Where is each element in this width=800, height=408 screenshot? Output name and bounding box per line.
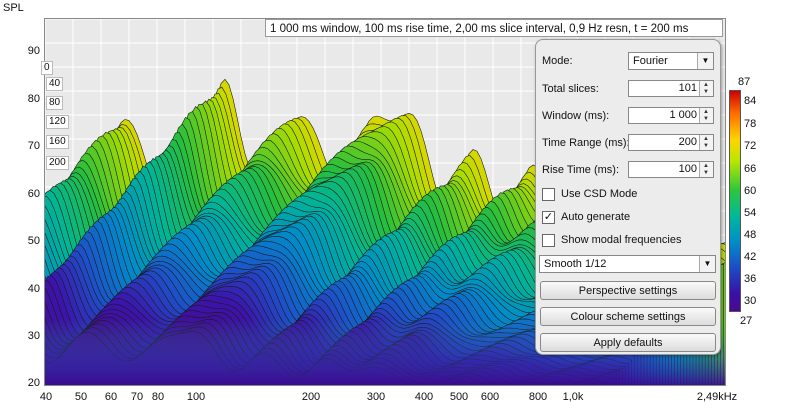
y-axis-label: SPL	[3, 2, 24, 14]
y-tick-label: 20	[27, 377, 40, 389]
y-tick-label: 60	[27, 188, 40, 200]
colorbar-tick: 42	[744, 251, 757, 263]
arrow-up-icon[interactable]: ▲	[703, 82, 709, 88]
y-tick-label: 50	[27, 235, 40, 247]
colour-scheme-settings-button[interactable]: Colour scheme settings	[540, 307, 716, 326]
x-tick-label: 1,0k	[562, 391, 584, 403]
total-slices-value: 101	[678, 82, 697, 94]
colorbar-tick: 36	[744, 273, 757, 285]
show-modal-label: Show modal frequencies	[561, 234, 682, 246]
total-slices-spinner[interactable]: 101 ▲ ▼	[628, 80, 714, 97]
colorbar-tick: 48	[744, 229, 757, 241]
waterfall-controls-panel: Mode: Fourier ▼ Total slices: 101 ▲ ▼ Win…	[535, 39, 721, 355]
x-tick-label: 80	[151, 391, 165, 403]
smoothing-value: Smooth 1/12	[544, 258, 607, 270]
chevron-down-icon[interactable]: ▼	[697, 53, 713, 69]
x-tick-label: 2,49kHz	[696, 391, 738, 403]
x-tick-label: 60	[104, 391, 118, 403]
x-tick-label: 400	[414, 391, 434, 403]
colorbar-tick: 30	[744, 295, 757, 307]
colorbar-tick: 72	[744, 140, 757, 152]
arrow-up-icon[interactable]: ▲	[703, 163, 709, 169]
x-tick-label: 100	[186, 391, 206, 403]
x-tick-label: 300	[366, 391, 386, 403]
x-tick-label: 600	[480, 391, 500, 403]
slice-time-label: 120	[46, 115, 69, 129]
window-value: 1 000	[669, 109, 697, 121]
mode-label: Mode:	[542, 55, 573, 67]
y-tick-label: 30	[27, 330, 40, 342]
auto-generate-label: Auto generate	[561, 211, 631, 223]
mode-value: Fourier	[633, 55, 668, 67]
x-tick-label: 500	[449, 391, 469, 403]
colorbar-min-label: 27	[740, 315, 753, 327]
window-label: Window (ms):	[542, 110, 610, 122]
colorbar-tick: 54	[744, 207, 757, 219]
slice-time-label: 160	[46, 135, 69, 149]
show-modal-checkbox[interactable]	[542, 234, 555, 247]
slice-time-label: 200	[46, 156, 69, 170]
time-range-value: 200	[678, 136, 697, 148]
window-spinner[interactable]: 1 000 ▲ ▼	[628, 107, 714, 124]
y-tick-label: 40	[27, 283, 40, 295]
colorbar-tick: 66	[744, 163, 757, 175]
y-tick-label: 80	[27, 93, 40, 105]
x-tick-label: 800	[528, 391, 548, 403]
apply-defaults-button[interactable]: Apply defaults	[540, 333, 716, 352]
x-tick-label: 40	[39, 391, 53, 403]
rise-time-spinner[interactable]: 100 ▲ ▼	[628, 161, 714, 178]
auto-generate-checkbox[interactable]: ✓	[542, 211, 555, 224]
arrow-down-icon[interactable]: ▼	[703, 116, 709, 122]
spinner-arrows[interactable]: ▲ ▼	[699, 135, 713, 150]
use-csd-checkbox[interactable]	[542, 188, 555, 201]
smoothing-select[interactable]: Smooth 1/12 ▼	[539, 255, 716, 273]
arrow-down-icon[interactable]: ▼	[703, 89, 709, 95]
colorbar-tick: 78	[744, 118, 757, 130]
arrow-down-icon[interactable]: ▼	[703, 170, 709, 176]
rise-time-label: Rise Time (ms):	[542, 164, 619, 176]
time-range-label: Time Range (ms):	[542, 137, 630, 149]
use-csd-label: Use CSD Mode	[561, 188, 638, 200]
slice-time-label: 0	[41, 61, 53, 75]
spinner-arrows[interactable]: ▲ ▼	[699, 108, 713, 123]
colorbar-tick: 60	[744, 185, 757, 197]
arrow-up-icon[interactable]: ▲	[703, 136, 709, 142]
time-range-spinner[interactable]: 200 ▲ ▼	[628, 134, 714, 151]
y-tick-label: 70	[27, 140, 40, 152]
x-tick-label: 70	[130, 391, 144, 403]
x-tick-label: 200	[301, 391, 321, 403]
x-tick-label: 50	[74, 391, 88, 403]
colorbar-max-label: 87	[738, 76, 751, 88]
colorbar	[729, 90, 741, 312]
spinner-arrows[interactable]: ▲ ▼	[699, 162, 713, 177]
y-tick-label: 90	[27, 45, 40, 57]
spinner-arrows[interactable]: ▲ ▼	[699, 81, 713, 96]
rise-time-value: 100	[678, 163, 697, 175]
chevron-down-icon[interactable]: ▼	[699, 256, 715, 272]
arrow-down-icon[interactable]: ▼	[703, 143, 709, 149]
slice-time-label: 40	[46, 77, 64, 91]
mode-select[interactable]: Fourier ▼	[628, 52, 714, 70]
perspective-settings-button[interactable]: Perspective settings	[540, 281, 716, 300]
analysis-summary: 1 000 ms window, 100 ms rise time, 2,00 …	[265, 19, 723, 37]
colorbar-tick: 84	[744, 95, 757, 107]
arrow-up-icon[interactable]: ▲	[703, 109, 709, 115]
total-slices-label: Total slices:	[542, 83, 599, 95]
slice-time-label: 80	[46, 96, 64, 110]
